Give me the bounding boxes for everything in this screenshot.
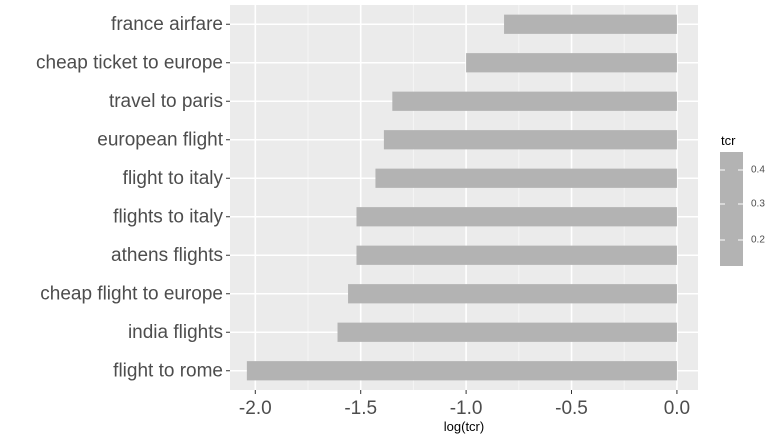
bar bbox=[375, 168, 677, 188]
bar bbox=[383, 130, 677, 150]
y-tick-label: flight to rome bbox=[113, 360, 223, 381]
bar bbox=[392, 91, 677, 111]
bar bbox=[337, 322, 677, 342]
legend-label: 0.4 bbox=[751, 165, 765, 176]
legend-label: 0.3 bbox=[751, 199, 765, 210]
legend-title: tcr bbox=[721, 133, 736, 148]
x-tick-label: 0.0 bbox=[664, 398, 690, 419]
y-tick-label: france airfare bbox=[111, 14, 223, 35]
x-tick-label: -2.0 bbox=[239, 398, 272, 419]
legend-colorbar bbox=[720, 152, 743, 266]
legend: tcr 0.4 0.3 0.2 bbox=[720, 133, 765, 266]
x-axis-title: log(tcr) bbox=[444, 419, 484, 434]
legend-ticks: 0.4 0.3 0.2 bbox=[720, 165, 765, 246]
y-tick-label: european flight bbox=[97, 129, 223, 150]
bars bbox=[246, 14, 677, 381]
bar bbox=[504, 14, 677, 34]
bar bbox=[466, 53, 677, 73]
bar bbox=[246, 361, 677, 381]
legend-label: 0.2 bbox=[751, 235, 765, 246]
bar bbox=[356, 207, 677, 227]
x-tick-label: -1.0 bbox=[450, 398, 483, 419]
y-tick-label: cheap flight to europe bbox=[40, 283, 223, 304]
x-tick-label: -0.5 bbox=[555, 398, 588, 419]
x-axis: -2.0 -1.5 -1.0 -0.5 0.0 bbox=[239, 390, 690, 419]
bar bbox=[356, 245, 677, 265]
y-tick-label: cheap ticket to europe bbox=[36, 52, 223, 73]
y-tick-label: flight to italy bbox=[123, 168, 224, 189]
x-tick-label: -1.5 bbox=[344, 398, 377, 419]
y-axis: france airfare cheap ticket to europe trav… bbox=[36, 14, 230, 381]
y-tick-label: india flights bbox=[128, 322, 223, 343]
y-tick-label: travel to paris bbox=[109, 91, 223, 112]
y-tick-label: flights to italy bbox=[113, 206, 223, 227]
bar bbox=[348, 284, 677, 304]
y-tick-label: athens flights bbox=[111, 245, 223, 266]
